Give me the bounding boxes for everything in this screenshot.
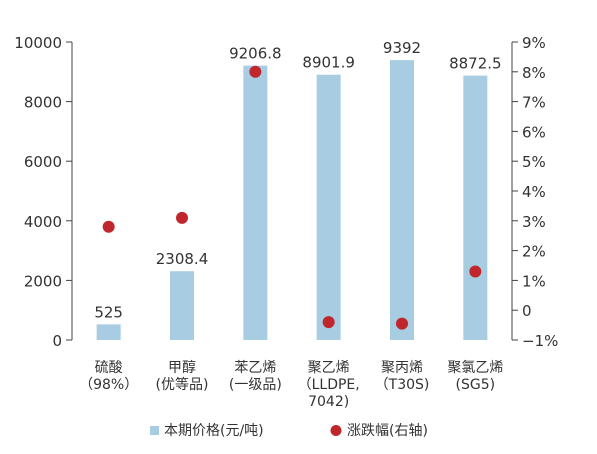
bar-2: [243, 65, 268, 340]
change-dot-4: [396, 317, 408, 330]
bar-5: [463, 75, 488, 341]
left-axis-tick-label: 4000: [24, 213, 62, 231]
category-label: 聚乙烯: [308, 360, 350, 376]
right-axis-tick-label: −1%: [522, 332, 558, 350]
category-label: 甲醇: [168, 359, 196, 376]
category-label: (优等品): [156, 376, 209, 393]
category-label: 聚氯乙烯: [447, 360, 503, 376]
left-axis-tick-label: 2000: [24, 272, 62, 290]
left-axis-tick-label: 8000: [24, 94, 62, 112]
category-label: （LLDPE,: [298, 377, 360, 393]
bar-3: [316, 74, 341, 340]
bar-value-label: 8872.5: [449, 55, 502, 73]
bar-value-label: 9392: [383, 39, 421, 57]
legend-dot-label: 涨跌幅(右轴): [347, 423, 428, 439]
change-dot-3: [322, 316, 335, 329]
bar-0: [96, 324, 121, 340]
category-label: （T30S): [375, 377, 430, 393]
right-axis-tick-label: 5%: [522, 153, 546, 171]
change-dot-1: [176, 211, 188, 224]
legend-bar-label: 本期价格(元/吨): [164, 423, 264, 439]
category-label: 硫酸: [95, 360, 123, 376]
legend-dot-swatch: [330, 425, 342, 436]
left-axis-tick-label: 10000: [14, 34, 62, 52]
bar-value-label: 8901.9: [302, 54, 355, 72]
right-axis-tick-label: 2%: [522, 243, 546, 261]
category-label: 聚丙烯: [381, 360, 423, 376]
category-label: 苯乙烯: [234, 359, 276, 376]
right-axis-tick-label: 0: [522, 302, 532, 320]
category-label: （98%）: [79, 377, 138, 393]
bar-value-label: 525: [94, 303, 123, 321]
category-label: (一级品): [229, 377, 282, 393]
legend-bar-swatch: [150, 426, 159, 435]
bar-4: [390, 60, 414, 340]
category-label: 7042): [308, 394, 349, 410]
right-axis-tick-label: 9%: [522, 34, 546, 52]
change-dot-0: [102, 220, 115, 233]
right-axis-tick-label: 8%: [522, 64, 546, 82]
right-axis-tick-label: 6%: [522, 123, 546, 141]
change-dot-5: [469, 265, 482, 278]
left-axis-tick-label: 6000: [24, 153, 62, 171]
bar-value-label: 2308.4: [156, 250, 209, 268]
right-axis-tick-label: 7%: [522, 94, 546, 112]
left-axis-tick-label: 0: [52, 332, 62, 350]
change-dot-2: [249, 65, 262, 78]
category-label: (SG5): [456, 377, 496, 393]
bar-1: [170, 271, 194, 340]
right-axis-tick-label: 1%: [522, 272, 546, 290]
right-axis-tick-label: 3%: [522, 213, 546, 231]
right-axis-tick-label: 4%: [522, 183, 546, 201]
bar-value-label: 9206.8: [229, 45, 282, 63]
